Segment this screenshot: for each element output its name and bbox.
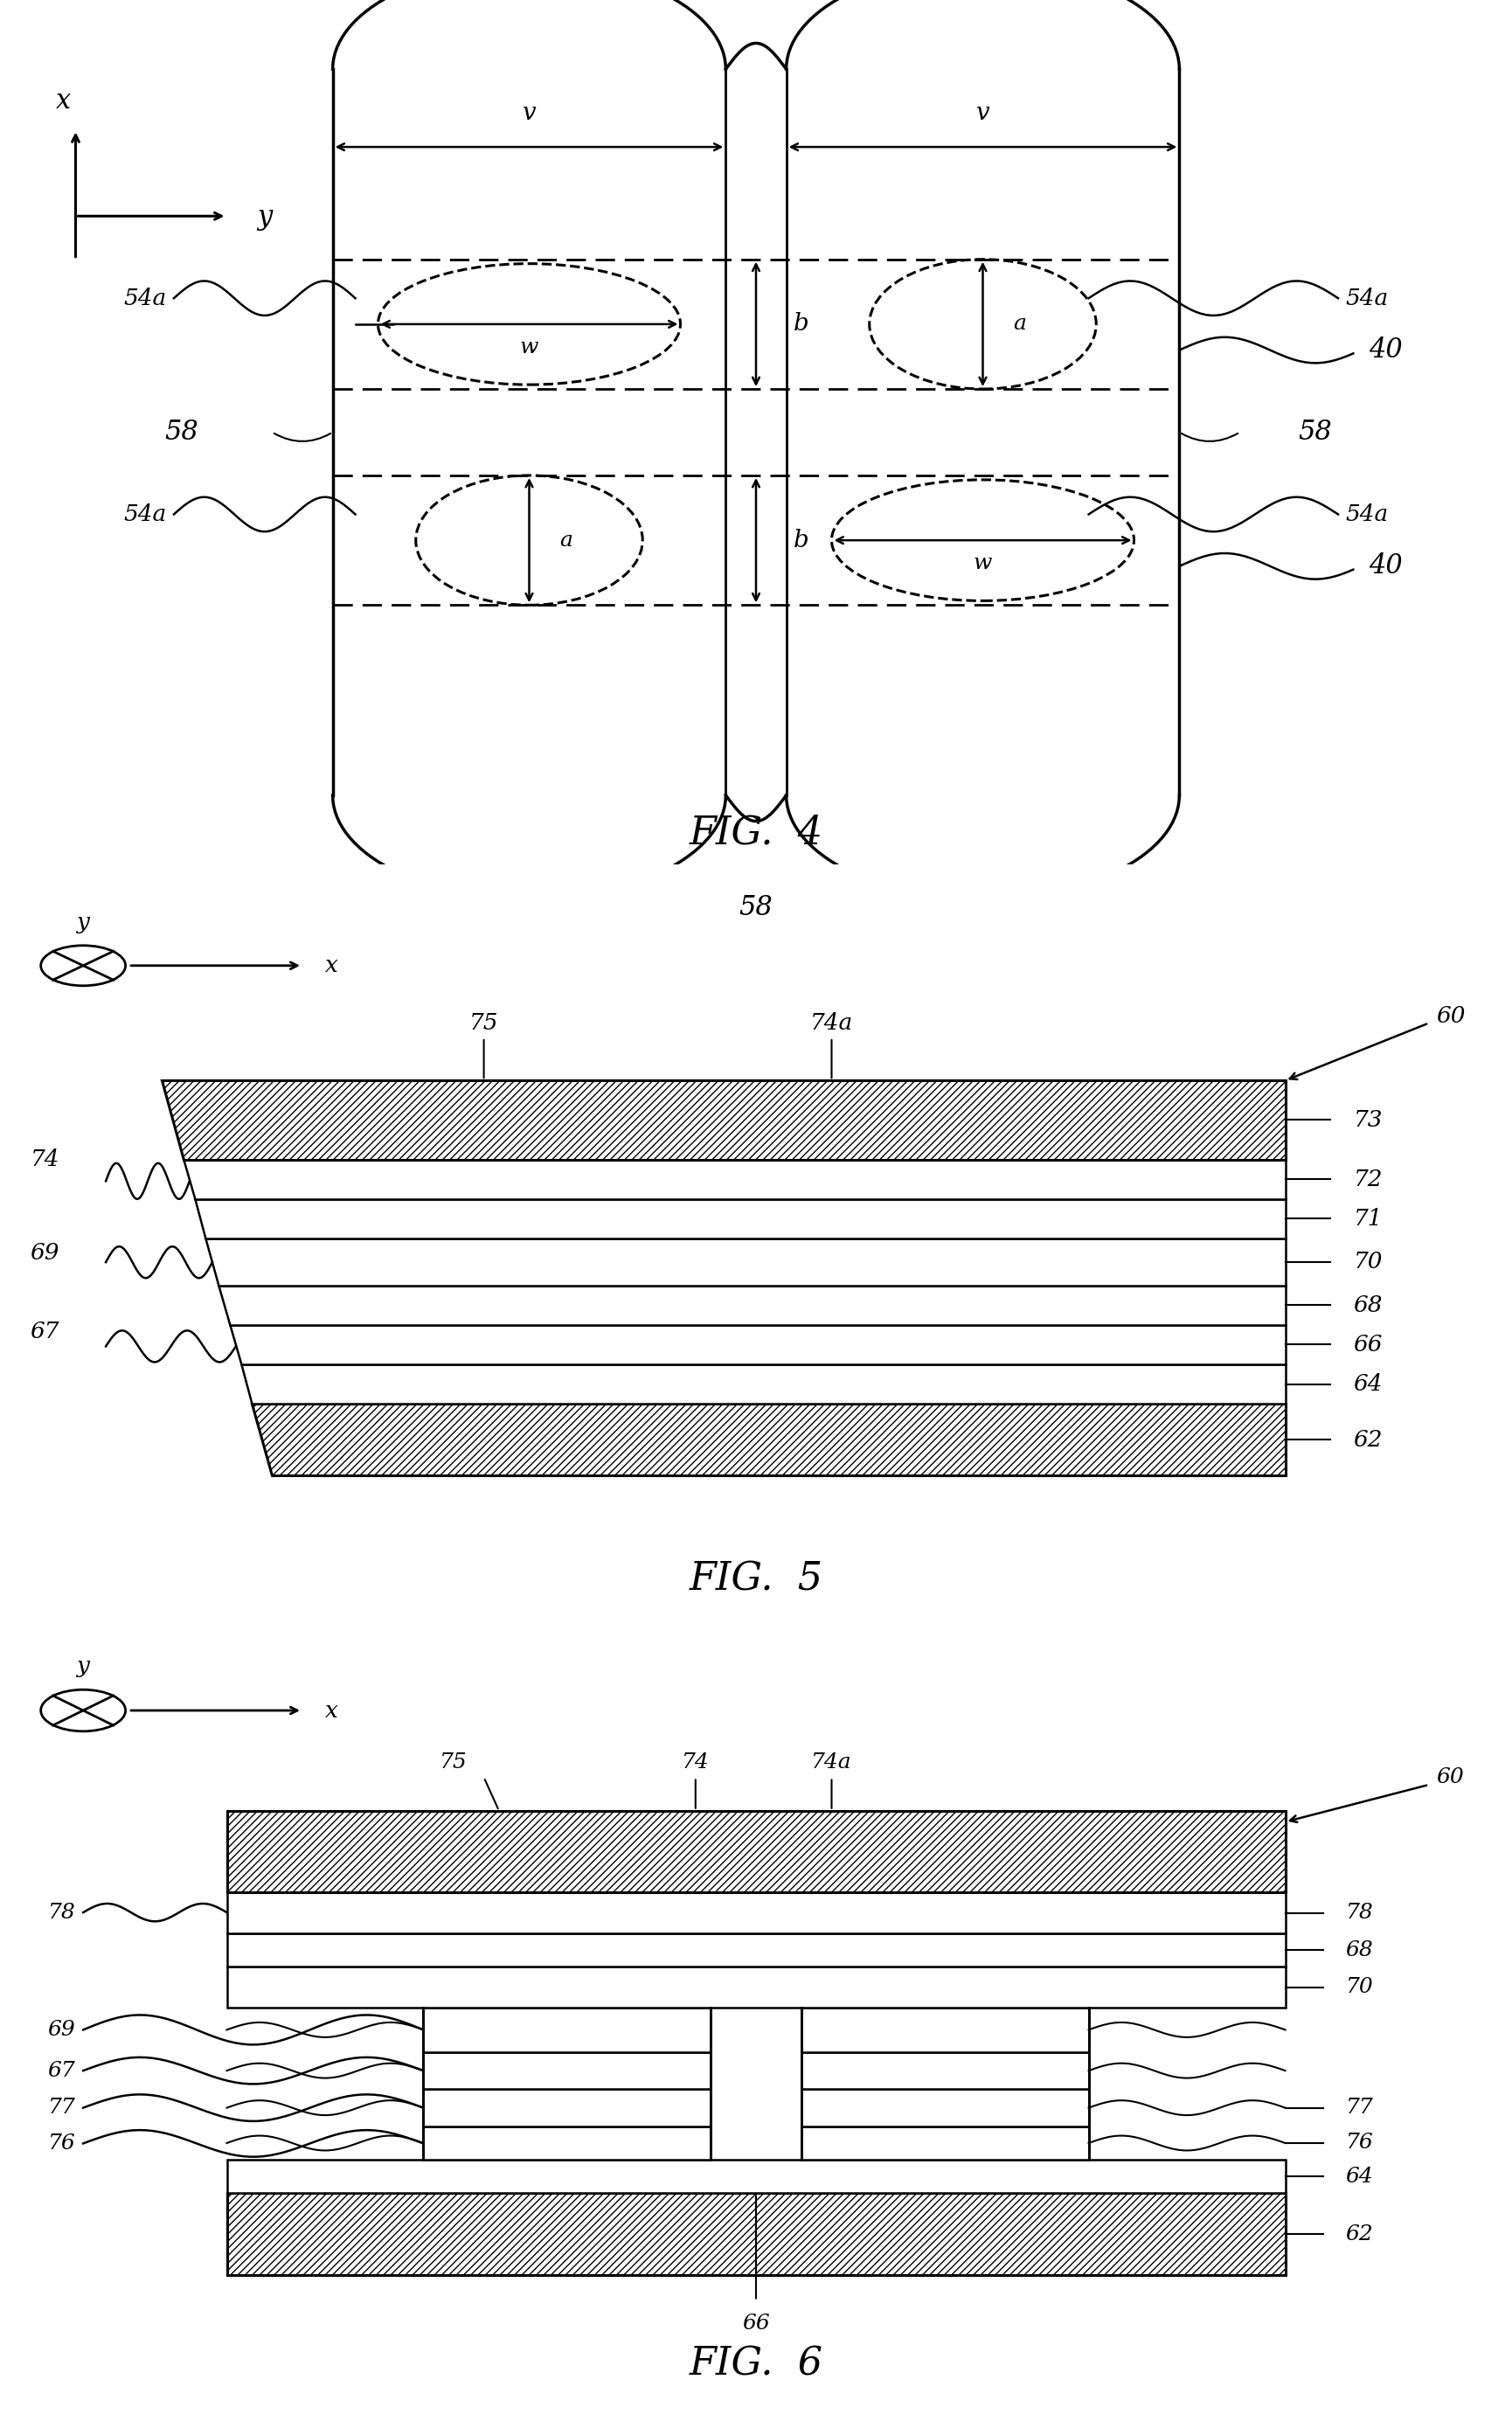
Text: 60: 60 [1436,1768,1464,1787]
Text: 64: 64 [1353,1373,1382,1395]
Bar [423,2089,711,2126]
Polygon shape [230,1325,1285,1364]
Text: w: w [974,553,992,572]
Bar [227,1892,1285,1933]
Text: v: v [975,102,990,124]
Text: 54a: 54a [1346,287,1388,309]
Polygon shape [253,1403,1285,1476]
Text: 70: 70 [1346,1977,1373,1997]
Text: 74a: 74a [812,1753,851,1773]
Bar [801,2089,1089,2126]
Text: b: b [794,312,809,336]
Text: 58: 58 [165,419,198,446]
Polygon shape [183,1159,1285,1198]
Text: 71: 71 [1353,1208,1382,1230]
Text: 74a: 74a [810,1013,853,1035]
Polygon shape [240,1364,1285,1403]
Text: 40: 40 [1368,336,1402,363]
Text: a: a [1013,314,1027,334]
Polygon shape [206,1239,1285,1286]
Text: 54a: 54a [1346,504,1388,526]
Text: 40: 40 [1368,553,1402,580]
Text: 64: 64 [1346,2167,1373,2187]
Text: 76: 76 [48,2133,76,2153]
Polygon shape [162,1081,1285,1159]
Text: 77: 77 [1346,2097,1373,2118]
Text: 68: 68 [1346,1941,1373,1960]
Text: 77: 77 [48,2097,76,2118]
Bar [227,1812,1285,1892]
Polygon shape [219,1286,1285,1325]
Text: 69: 69 [30,1242,59,1264]
Text: FIG.  6: FIG. 6 [689,2345,823,2381]
Text: 67: 67 [48,2060,76,2082]
Text: 74: 74 [30,1149,59,1171]
Text: x: x [325,955,339,976]
Text: 75: 75 [469,1013,499,1035]
Text: 75: 75 [440,1753,467,1773]
Text: 78: 78 [1346,1902,1373,1924]
Text: 73: 73 [1353,1108,1382,1130]
Text: 66: 66 [1353,1334,1382,1356]
Text: 72: 72 [1353,1169,1382,1191]
Text: 62: 62 [1353,1429,1382,1451]
Text: x: x [56,88,71,114]
Bar [801,2053,1089,2089]
Bar [227,2160,1285,2194]
Bar [423,2126,711,2160]
Text: 58: 58 [739,894,773,920]
Text: b: b [794,528,809,553]
Text: 66: 66 [742,2313,770,2333]
Bar [423,2006,711,2053]
Text: 62: 62 [1346,2223,1373,2245]
Text: 70: 70 [1353,1252,1382,1274]
Text: y: y [77,911,89,933]
Text: 69: 69 [48,2019,76,2041]
Text: 67: 67 [30,1322,59,1342]
Text: y: y [77,1656,89,1678]
Text: v: v [522,102,537,124]
Text: 54a: 54a [124,504,166,526]
Text: w: w [520,336,538,358]
Text: 54a: 54a [124,287,166,309]
Text: FIG.  5: FIG. 5 [689,1561,823,1597]
Text: 60: 60 [1436,1006,1465,1028]
Text: y: y [257,205,272,231]
Polygon shape [195,1198,1285,1239]
Text: 58: 58 [1299,419,1332,446]
Bar [227,1933,1285,1967]
Text: FIG.  4: FIG. 4 [689,813,823,852]
Bar [801,2126,1089,2160]
Bar [801,2006,1089,2053]
Text: 76: 76 [1346,2133,1373,2153]
Text: 78: 78 [48,1902,76,1924]
Text: 74: 74 [682,1753,709,1773]
Bar [227,2194,1285,2274]
Text: a: a [559,531,573,550]
Text: x: x [325,1700,339,1722]
Bar [423,2053,711,2089]
Bar [227,1967,1285,2006]
Text: 68: 68 [1353,1293,1382,1315]
